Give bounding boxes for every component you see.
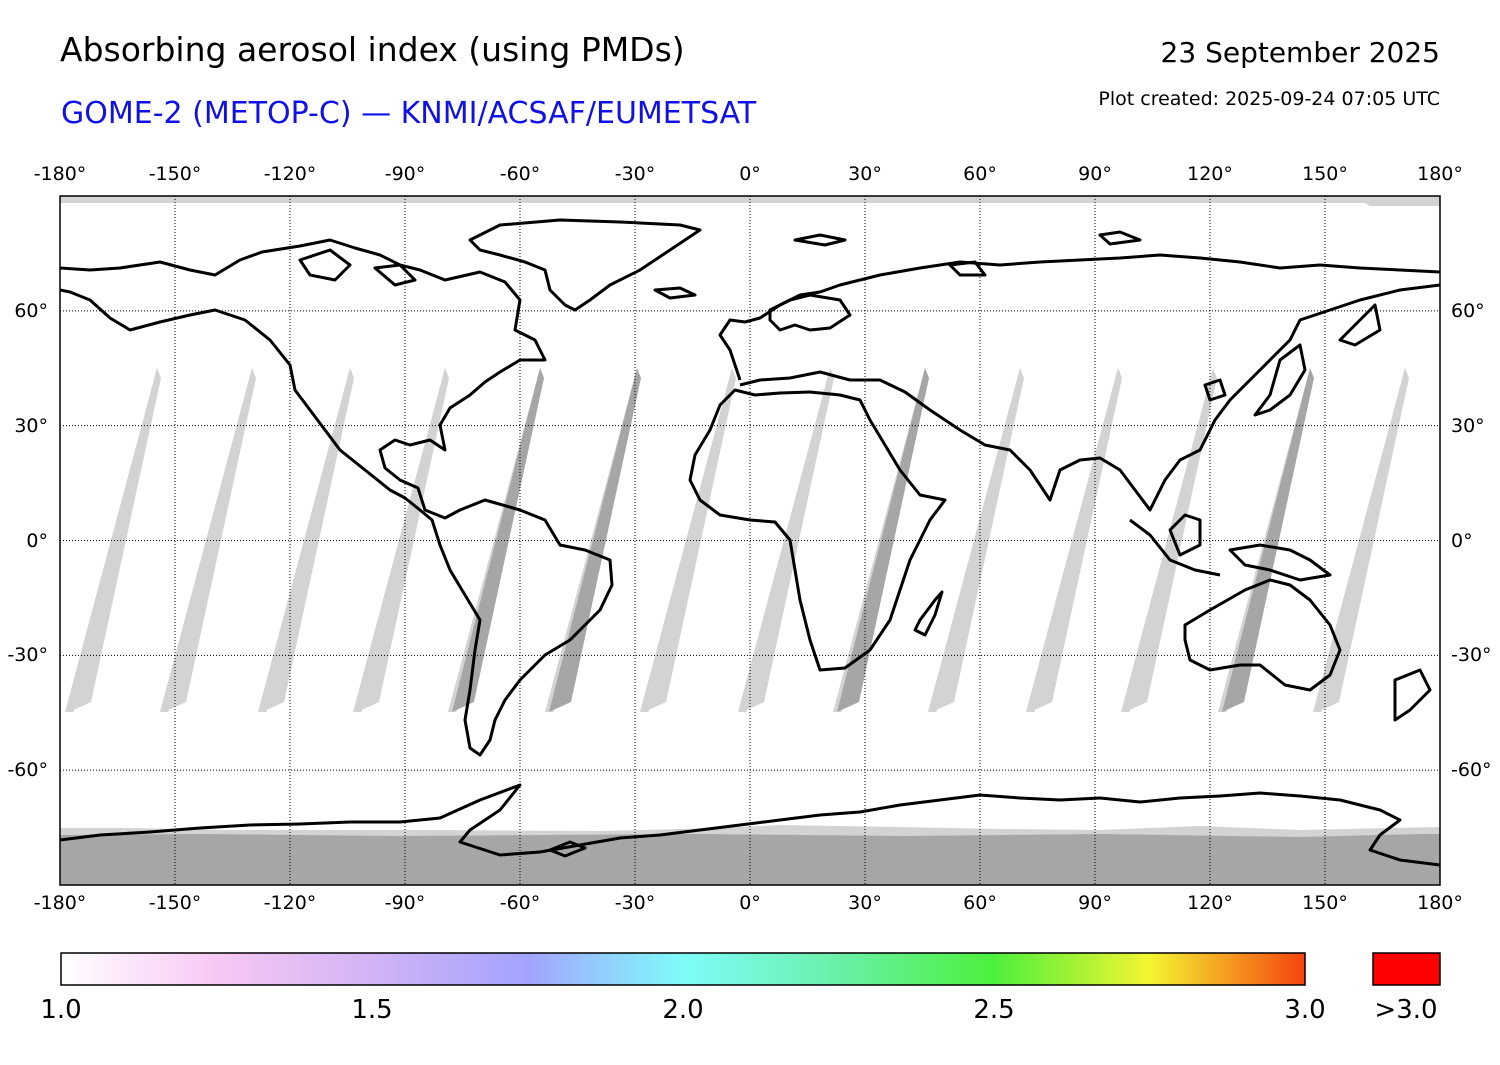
longitude-tick-label: 150° [1302, 163, 1348, 185]
longitude-tick-label: -180° [33, 163, 87, 185]
map-frame [59, 195, 1441, 886]
colorbar [60, 952, 1306, 986]
longitude-tick-label: 60° [963, 892, 997, 914]
latitude-tick-label: -30° [1451, 644, 1492, 667]
observation-date: 23 September 2025 [1160, 36, 1440, 69]
orbit-gap-swath [262, 368, 354, 712]
map-title: Absorbing aerosol index (using PMDs) [60, 30, 685, 69]
longitude-tick-label: 120° [1187, 892, 1233, 914]
longitude-tick-label: 120° [1187, 163, 1233, 185]
longitude-tick-label: -120° [263, 892, 317, 914]
orbit-gap-swath [1222, 368, 1314, 712]
latitude-tick-label: -60° [7, 759, 48, 782]
longitude-tick-label: -60° [499, 163, 541, 185]
latitude-tick-label: -30° [7, 644, 48, 667]
latitude-tick-label: 0° [26, 529, 48, 552]
coastlines [60, 218, 1440, 867]
colorbar-overflow-box [1372, 952, 1441, 986]
orbit-gap-swaths [65, 368, 1409, 712]
longitude-tick-label: 60° [963, 163, 997, 185]
longitude-tick-label: 150° [1302, 892, 1348, 914]
colorbar-tick-label: 1.5 [351, 995, 393, 1025]
graticule [60, 196, 1440, 885]
longitude-tick-label: 30° [848, 892, 882, 914]
latitude-tick-label: 0° [1451, 529, 1473, 552]
longitude-tick-label: -180° [33, 892, 87, 914]
longitude-tick-label: -60° [499, 892, 541, 914]
latitude-tick-label: 30° [1451, 414, 1485, 437]
orbit-gap-swath [742, 368, 834, 712]
longitude-tick-label: -90° [384, 163, 426, 185]
colorbar-tick-label: 3.0 [1284, 995, 1326, 1025]
longitude-tick-label: 30° [848, 163, 882, 185]
longitude-tick-label: -150° [148, 892, 202, 914]
latitude-tick-label: 30° [14, 414, 48, 437]
latitude-tick-label: 60° [1451, 299, 1485, 322]
longitude-tick-label: 180° [1417, 163, 1463, 185]
colorbar-overflow-label: >3.0 [1374, 995, 1438, 1025]
map-subtitle: GOME-2 (METOP-C) — KNMI/ACSAF/EUMETSAT [61, 96, 757, 131]
colorbar-tick-label: 2.5 [973, 995, 1015, 1025]
orbit-gap-swath [1030, 368, 1122, 712]
longitude-tick-label: 0° [739, 163, 761, 185]
longitude-tick-label: 0° [739, 892, 761, 914]
longitude-tick-label: -30° [614, 163, 656, 185]
colorbar-tick-label: 1.0 [40, 995, 82, 1025]
longitude-tick-label: -150° [148, 163, 202, 185]
latitude-tick-label: 60° [14, 299, 48, 322]
colorbar-tick-label: 2.0 [662, 995, 704, 1025]
longitude-tick-label: 90° [1078, 163, 1112, 185]
longitude-tick-label: -90° [384, 892, 426, 914]
longitude-tick-label: -30° [614, 892, 656, 914]
arctic-nodata-band [60, 196, 1440, 206]
longitude-tick-label: 180° [1417, 892, 1463, 914]
latitude-tick-label: -60° [1451, 759, 1492, 782]
plot-created-timestamp: Plot created: 2025-09-24 07:05 UTC [1098, 88, 1440, 110]
longitude-tick-label: -120° [263, 163, 317, 185]
longitude-tick-label: 90° [1078, 892, 1112, 914]
